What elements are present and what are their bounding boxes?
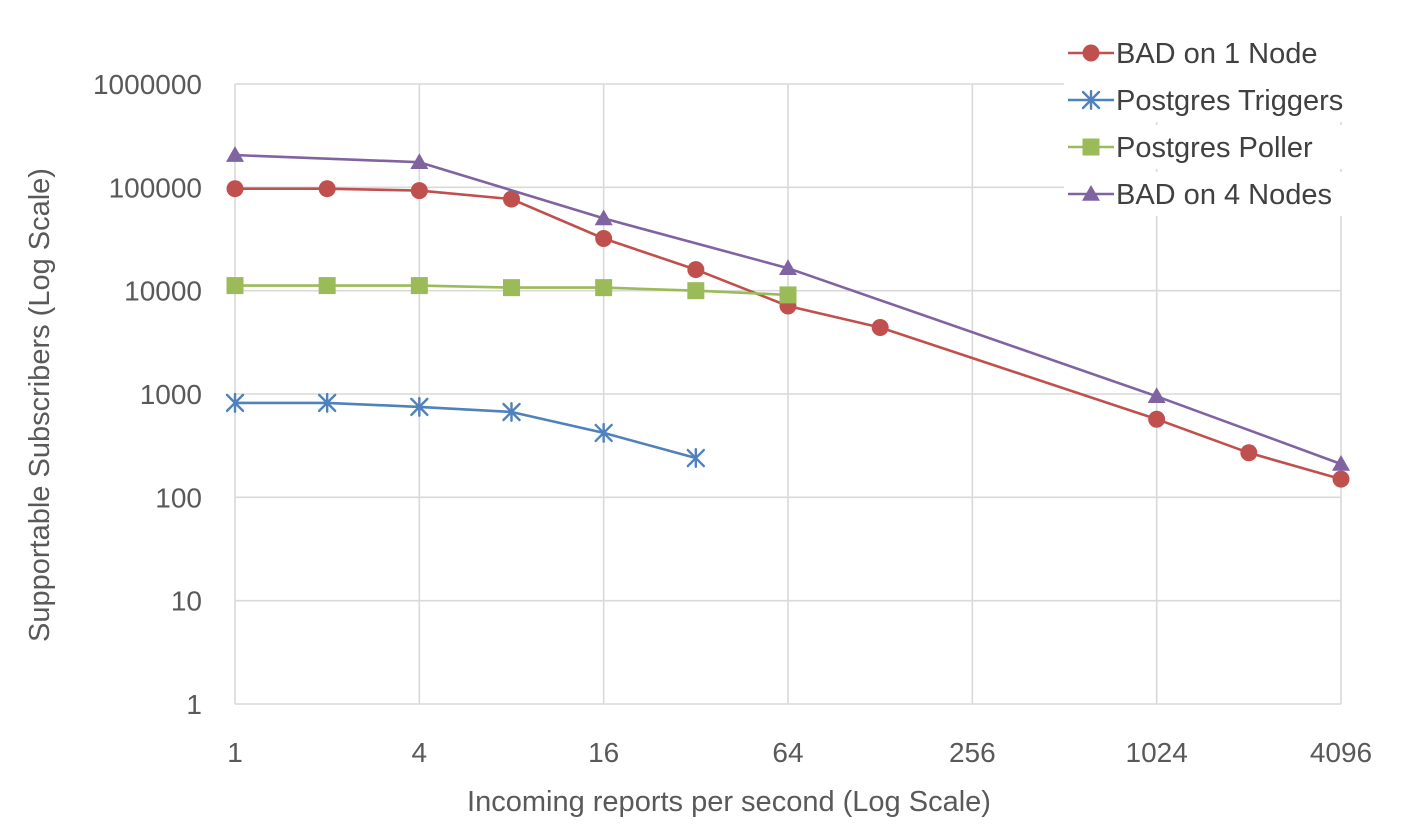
y-tick-label: 10000	[124, 276, 202, 307]
legend-item: Postgres Triggers	[1064, 78, 1364, 122]
x-axis-title: Incoming reports per second (Log Scale)	[467, 786, 991, 818]
legend-item: Postgres Poller	[1064, 125, 1364, 169]
data-point-asterisk	[686, 448, 706, 469]
x-tick-label: 256	[949, 737, 996, 768]
y-axis-title: Supportable Subscribers (Log Scale)	[24, 168, 56, 642]
x-tick-label: 1	[227, 737, 243, 768]
data-point-circle	[1082, 44, 1100, 62]
series-line	[234, 153, 1342, 466]
data-point-square	[687, 282, 705, 300]
y-tick-label: 100000	[109, 172, 202, 203]
data-point-circle	[687, 261, 705, 279]
data-point-square	[1082, 138, 1100, 156]
series-postgres-poller	[226, 277, 797, 304]
data-point-circle	[318, 180, 336, 198]
data-point-triangle	[1082, 185, 1100, 201]
data-point-circle	[503, 190, 520, 208]
y-tick-label: 10	[171, 586, 202, 617]
data-point-circle	[226, 180, 244, 198]
series-line	[235, 401, 697, 460]
legend-item: BAD on 1 Node	[1064, 31, 1364, 75]
data-point-asterisk	[410, 396, 429, 417]
data-point-asterisk	[1081, 89, 1101, 111]
data-point-circle	[1148, 410, 1166, 428]
data-point-triangle	[410, 153, 429, 169]
legend-label: Postgres Poller	[1116, 132, 1313, 164]
data-point-triangle	[594, 209, 613, 226]
data-point-circle	[410, 182, 428, 200]
axes: 1 10 100 1000 10000 100000 1000000 1 4 16 64 256 102…	[93, 69, 1372, 768]
x-tick-label: 4	[412, 737, 428, 768]
legend: BAD on 1 Node Postgres Triggers Postgres P…	[1064, 31, 1364, 216]
legend-label: BAD on 1 Node	[1116, 38, 1318, 70]
x-tick-label: 64	[772, 737, 803, 768]
data-point-asterisk	[317, 392, 337, 413]
y-tick-label: 1000000	[93, 69, 202, 100]
data-point-asterisk	[594, 422, 613, 443]
data-point-square	[226, 277, 244, 295]
data-point-circle	[595, 229, 613, 247]
data-point-triangle	[779, 259, 797, 275]
data-point-square	[779, 286, 797, 304]
legend-item: BAD on 4 Nodes	[1064, 172, 1364, 216]
data-point-asterisk	[502, 401, 521, 422]
data-point-square	[410, 277, 428, 295]
data-point-asterisk	[225, 392, 245, 413]
series-postgres-triggers	[225, 392, 706, 469]
data-point-triangle	[1332, 455, 1350, 471]
series-bad-on-4-nodes	[226, 146, 1350, 471]
legend-label: BAD on 4 Nodes	[1116, 179, 1332, 211]
data-point-square	[503, 279, 520, 297]
x-tick-label: 1024	[1126, 737, 1188, 768]
data-point-triangle	[1147, 387, 1166, 404]
series-lines	[225, 146, 1350, 488]
y-tick-label: 1000	[140, 379, 202, 410]
legend-label: Postgres Triggers	[1116, 85, 1343, 117]
series-bad-on-1-node	[226, 180, 1350, 488]
y-tick-label: 1	[186, 689, 202, 720]
x-tick-label: 4096	[1310, 737, 1372, 768]
data-point-circle	[1240, 444, 1258, 462]
x-tick-label: 16	[588, 737, 619, 768]
y-tick-label: 100	[155, 482, 202, 513]
data-point-circle	[871, 319, 889, 337]
data-point-square	[318, 277, 336, 295]
data-point-triangle	[226, 146, 244, 162]
data-point-square	[595, 279, 613, 297]
data-point-circle	[1332, 470, 1350, 488]
